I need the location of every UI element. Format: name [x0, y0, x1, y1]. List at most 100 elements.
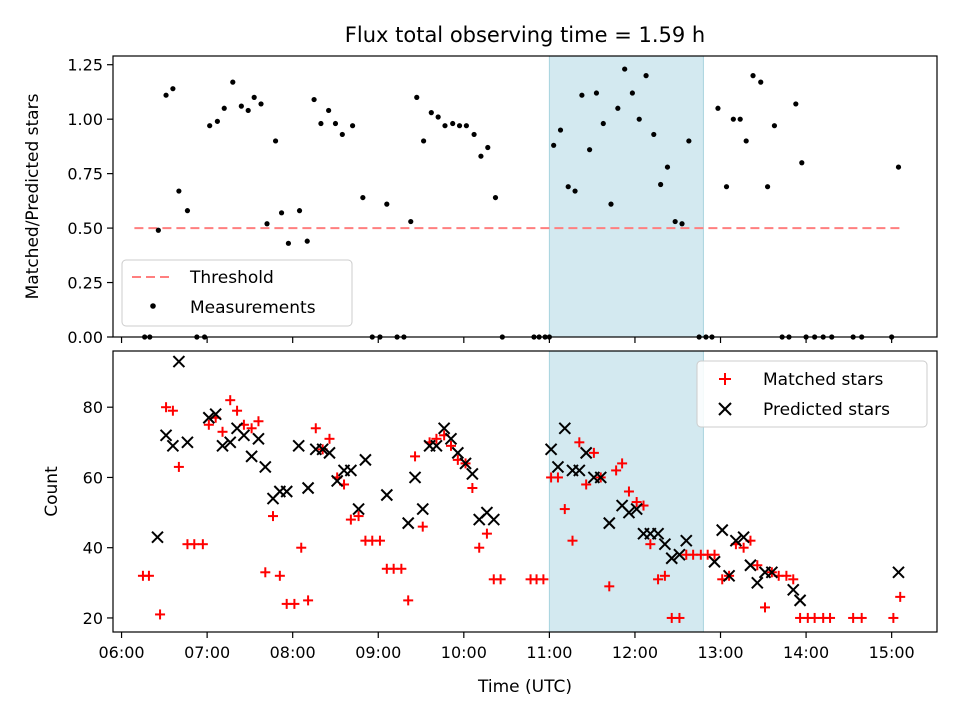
predicted-star-point [787, 583, 800, 597]
measurement-point [758, 79, 764, 85]
measurement-point [799, 160, 805, 166]
top-y-tick-label: 0.00 [67, 328, 103, 347]
matched-star-point [674, 612, 685, 623]
matched-star-point [374, 535, 385, 546]
measurement-point [245, 107, 251, 114]
measurement-point [485, 144, 491, 151]
predicted-star-point [793, 594, 807, 607]
matched-star-point [353, 511, 364, 522]
matched-star-point [895, 591, 906, 602]
measurement-point [636, 116, 642, 122]
measurement-point [238, 103, 244, 109]
measurement-point [793, 101, 799, 107]
bottom-y-tick-label: 60 [83, 468, 103, 487]
matched-star-point [161, 402, 172, 413]
bottom-panel: 20 40 60 80 06:00 07:00 08:00 09:00 10:00 11:00 1… [42, 350, 938, 697]
predicted-star-point [630, 502, 643, 516]
predicted-star-point [259, 460, 272, 474]
predicted-star-point [651, 527, 665, 540]
measurement-point [163, 92, 169, 98]
measurement-point [587, 147, 593, 153]
predicted-star-point [237, 429, 251, 442]
predicted-star-point [487, 513, 500, 526]
predicted-star-point [252, 432, 265, 446]
measurement-point [170, 86, 176, 92]
measurement-point [272, 138, 279, 144]
predicted-star-point [166, 439, 180, 453]
measurement-point [615, 105, 621, 111]
measurement-point [658, 181, 664, 188]
predicted-star-point [603, 516, 616, 530]
measurement-point [771, 123, 778, 129]
matched-star-point [203, 419, 214, 430]
predicted-star-point [444, 432, 458, 446]
predicted-star-point [722, 569, 736, 583]
measurement-point [311, 96, 317, 103]
measurement-point [651, 131, 657, 138]
bottom-x-tick-label: 13:00 [697, 643, 743, 662]
measurement-point [737, 116, 743, 122]
measurement-point [471, 131, 477, 138]
matched-star-point [617, 458, 628, 469]
top-legend: Threshold Measurements [121, 259, 353, 327]
bottom-x-tick-label: 10:00 [441, 643, 487, 662]
matched-star-point [623, 486, 634, 497]
predicted-star-point [172, 355, 186, 368]
bottom-plot-frame [112, 350, 938, 633]
measurement-point [442, 123, 448, 129]
matched-star-point [303, 595, 314, 606]
bottom-x-tick-label: 12:00 [612, 643, 658, 662]
predicted-star-point [344, 464, 358, 477]
measurement-point [428, 110, 434, 116]
matched-star-point [310, 423, 321, 434]
predicted-star-point [292, 439, 305, 453]
measurement-point [608, 201, 614, 207]
matched-star-point [197, 539, 208, 550]
predicted-star-point [544, 443, 558, 456]
matched-star-point [296, 542, 307, 553]
matched-star-point [417, 521, 428, 532]
chart-title: Flux total observing time = 1.59 h [345, 23, 705, 47]
predicted-star-point [708, 555, 721, 568]
matched-star-point [552, 472, 563, 483]
measurement-points [142, 66, 902, 340]
measurement-point [565, 184, 571, 190]
measurement-point [463, 123, 469, 129]
top-y-ticks: 0.00 0.25 0.50 0.75 1.00 1.25 [67, 56, 113, 347]
matched-star-point [495, 574, 506, 585]
legend-threshold-label: Threshold [189, 268, 274, 288]
predicted-star-point [380, 488, 394, 502]
matched-star-point [189, 539, 200, 550]
bottom-legend: Matched stars Predicted stars [696, 360, 928, 428]
measurement-point [579, 92, 585, 98]
measurement-point [214, 118, 220, 124]
measurement-point [264, 221, 270, 227]
predicted-stars-points [151, 355, 905, 607]
bottom-x-axis-label: Time (UTC) [477, 677, 572, 697]
measurement-point [360, 194, 366, 201]
predicted-star-point [323, 446, 336, 460]
predicted-star-point [245, 450, 258, 463]
measurement-point [176, 188, 182, 194]
predicted-star-point [622, 506, 636, 519]
legend-predicted-swatch [718, 402, 732, 416]
measurement-point [600, 120, 606, 127]
measurement-point [278, 210, 285, 216]
matched-star-point [659, 570, 670, 581]
measurement-point [207, 123, 213, 129]
top-legend-box [121, 259, 353, 327]
measurement-point [764, 184, 771, 190]
measurement-point [478, 153, 484, 159]
measurement-point [672, 218, 678, 225]
matched-star-point [324, 433, 335, 444]
matched-star-point [709, 549, 720, 560]
predicted-star-point [316, 443, 329, 456]
matched-star-point [345, 514, 356, 525]
measurement-point [421, 138, 427, 144]
matched-star-point [225, 395, 236, 406]
measurement-point [414, 94, 420, 100]
measurement-point [557, 127, 564, 133]
measurement-point [664, 164, 671, 170]
measurement-point [622, 66, 628, 72]
